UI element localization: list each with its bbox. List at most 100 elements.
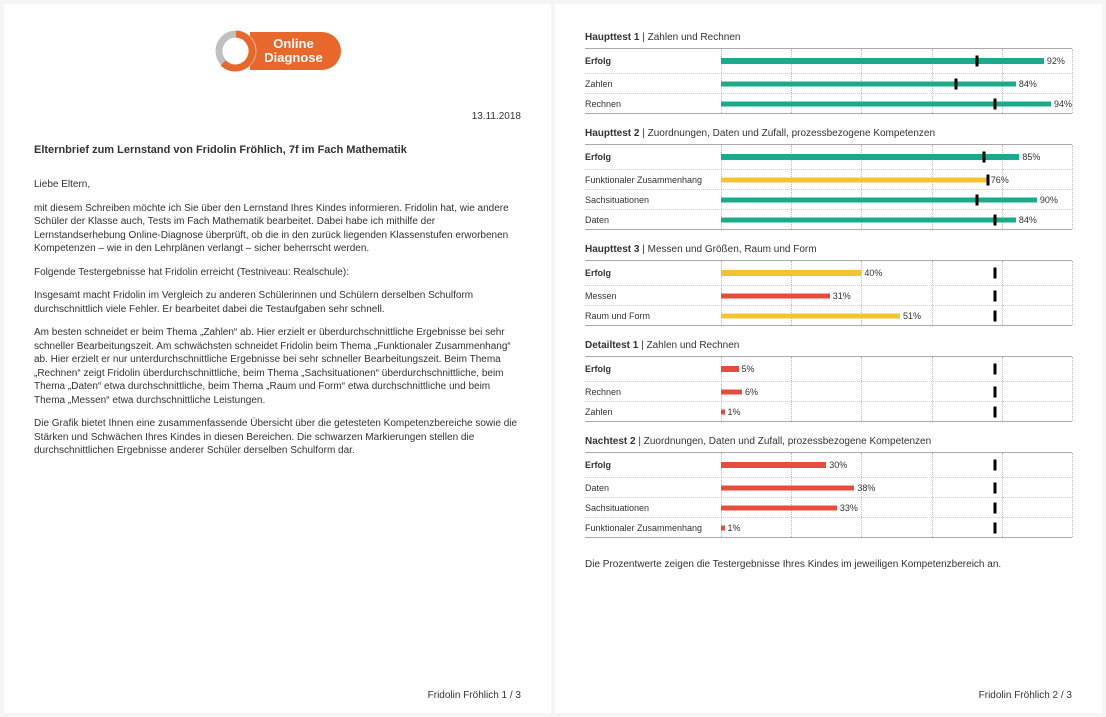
chart-row: Rechnen6% [585,381,1072,401]
chart-value-label: 31% [833,291,851,301]
chart-bar-zone: 1% [721,402,1072,421]
chart-bar-zone: 6% [721,382,1072,401]
chart-row: Messen31% [585,285,1072,305]
chart-value-label: 51% [903,311,921,321]
chart-row: Erfolg30% [585,453,1072,477]
chart-gridline [1072,190,1073,209]
chart-row-label: Sachsituationen [585,195,721,205]
chart-row-label: Erfolg [585,364,721,374]
chart-title-bold: Haupttest 2 [585,128,639,139]
chart-bar-zone: 92% [721,49,1072,73]
chart-bar-zone: 76% [721,170,1072,189]
chart-row-label: Zahlen [585,79,721,89]
chart-bar [721,366,739,372]
chart-row: Rechnen94% [585,93,1072,113]
chart-bar [721,505,837,510]
chart-gridline [1072,210,1073,229]
chart-bar-zone: 1% [721,518,1072,537]
chart-gridline [861,498,862,517]
chart-avg-marker [993,268,996,279]
page-footer-2: Fridolin Fröhlich 2 / 3 [979,690,1072,701]
chart-bar [721,58,1044,64]
chart-value-label: 30% [829,460,847,470]
chart-bar [721,293,830,298]
chart-bar-zone: 33% [721,498,1072,517]
chart-row: Erfolg92% [585,49,1072,73]
chart-avg-marker [993,98,996,109]
chart-bar [721,525,725,530]
chart-row: Raum und Form51% [585,305,1072,325]
chart-row: Zahlen1% [585,401,1072,421]
chart-gridline [932,306,933,325]
chart-avg-marker [993,310,996,321]
chart-row-label: Funktionaler Zusammenhang [585,523,721,533]
chart-value-label: 6% [745,387,758,397]
paragraph-3: Insgesamt macht Fridolin im Vergleich zu… [34,289,521,316]
chart-block: Detailtest 1 | Zahlen und Rechnen Erfolg5… [585,340,1072,422]
chart-bar-zone: 51% [721,306,1072,325]
charts-container: Haupttest 1 | Zahlen und RechnenErfolg92… [585,32,1072,552]
chart-title-rest: Zuordnungen, Daten und Zufall, prozessbe… [644,436,931,447]
chart-row: Erfolg5% [585,357,1072,381]
chart-gridline [861,518,862,537]
chart-title-bold: Haupttest 3 [585,244,639,255]
chart-gridline [1072,382,1073,401]
chart-gridline [1072,357,1073,381]
chart-gridline [932,453,933,477]
chart-value-label: 84% [1019,215,1037,225]
chart-row-label: Erfolg [585,268,721,278]
chart-gridline [1072,94,1073,113]
chart-gridline [1072,49,1073,73]
chart-avg-marker [986,174,989,185]
chart-value-label: 85% [1022,152,1040,162]
chart-value-label: 1% [728,523,741,533]
chart-row-label: Daten [585,215,721,225]
chart-title-bold: Haupttest 1 [585,32,639,43]
chart-gridline [932,498,933,517]
chart-bar-zone: 40% [721,261,1072,285]
chart-row-label: Erfolg [585,152,721,162]
chart-gridline [791,382,792,401]
chart-title: Nachtest 2 | Zuordnungen, Daten und Zufa… [585,436,1072,447]
chart-block: Nachtest 2 | Zuordnungen, Daten und Zufa… [585,436,1072,538]
chart-block: Haupttest 2 | Zuordnungen, Daten und Zuf… [585,128,1072,230]
chart-avg-marker [993,406,996,417]
chart-row: Daten 84% [585,209,1072,229]
chart-avg-marker [993,290,996,301]
chart-row: Funktionaler Zusammenhang76% [585,169,1072,189]
chart-value-label: 38% [857,483,875,493]
chart-title-rest: Zahlen und Rechnen [647,340,740,351]
chart-title: Haupttest 3 | Messen und Größen, Raum un… [585,244,1072,255]
chart-avg-marker [955,78,958,89]
chart-gridline [791,402,792,421]
chart-gridlines [721,382,1072,401]
chart-bar-zone: 5% [721,357,1072,381]
paragraph-2: Folgende Testergebnisse hat Fridolin err… [34,266,521,280]
chart-gridline [932,286,933,305]
chart-block: Haupttest 3 | Messen und Größen, Raum un… [585,244,1072,326]
chart-avg-marker [993,386,996,397]
chart-title-bold: Detailtest 1 [585,340,638,351]
chart-title: Haupttest 1 | Zahlen und Rechnen [585,32,1072,43]
chart-bar [721,409,725,414]
chart-gridline [1072,261,1073,285]
chart-value-label: 33% [840,503,858,513]
chart-avg-marker [993,460,996,471]
chart-bar [721,313,900,318]
chart-bar-zone: 84% [721,74,1072,93]
chart-row-label: Daten [585,483,721,493]
chart-gridline [861,453,862,477]
chart-avg-marker [976,194,979,205]
chart-block: Haupttest 1 | Zahlen und Rechnen Erfolg92… [585,32,1072,114]
document-title: Elternbrief zum Lernstand von Fridolin F… [34,144,521,156]
chart-gridline [1072,498,1073,517]
chart-gridline [932,261,933,285]
chart-title: Detailtest 1 | Zahlen und Rechnen [585,340,1072,351]
chart-row: Daten 38% [585,477,1072,497]
chart-title-bold: Nachtest 2 [585,436,636,447]
chart-footnote: Die Prozentwerte zeigen die Testergebnis… [585,558,1072,572]
page-2: Haupttest 1 | Zahlen und RechnenErfolg92… [555,4,1102,713]
chart-gridline [861,402,862,421]
chart-row: Sachsituationen90% [585,189,1072,209]
logo: Online Diagnose [214,29,341,73]
